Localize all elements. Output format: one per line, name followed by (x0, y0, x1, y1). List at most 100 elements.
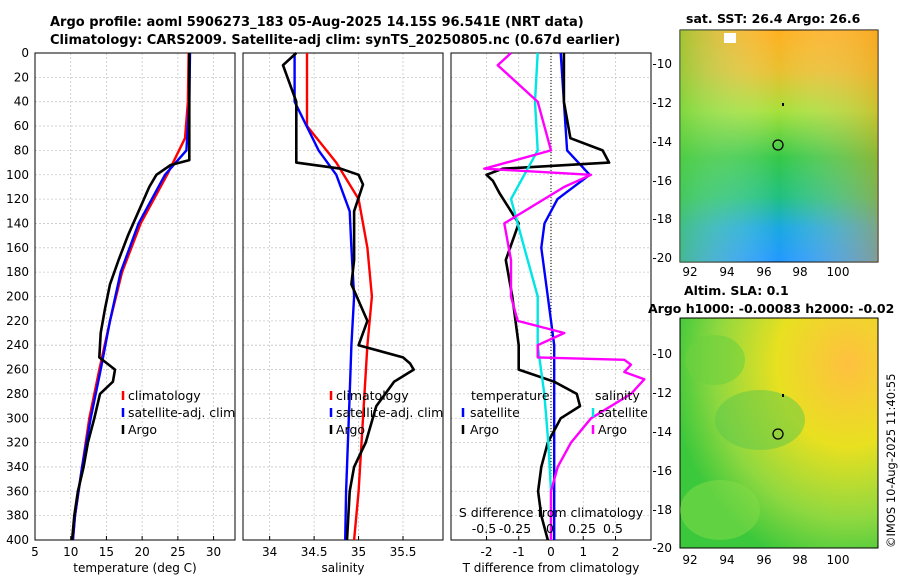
sst-argo-location-marker (772, 139, 784, 151)
y-tick-label: 240 (6, 338, 29, 352)
sst-lon-tick-label: 96 (756, 265, 771, 279)
x2-tick-label: 0.5 (603, 521, 623, 536)
y-tick-label: 140 (6, 216, 29, 230)
x2-axis-label: S difference from climatology (459, 505, 644, 520)
series-line-argo (70, 53, 191, 541)
sla-map (679, 317, 879, 549)
x-tick-label: 34.5 (301, 545, 328, 559)
sla-lon-tick-label: 96 (756, 553, 771, 567)
sst-lat-tick-label: -16 (652, 174, 672, 188)
sst-lat-tick-label: -14 (652, 135, 672, 149)
legend-label: Argo (598, 422, 627, 437)
sla-low-eddy (685, 335, 745, 385)
y-tick-label: 200 (6, 290, 29, 304)
y-tick-label: 80 (14, 143, 29, 157)
axes-frame (34, 52, 236, 541)
sst-map-cloud-gap (724, 33, 736, 43)
x2-tick-label: -0.5 (472, 521, 496, 536)
y-tick-label: 0 (21, 46, 29, 60)
y-tick-label: 20 (14, 70, 29, 84)
x-axis-label: salinity (321, 561, 364, 575)
legend-label: satellite (470, 405, 520, 420)
sst-lat-tick-label: -12 (652, 96, 672, 110)
y-tick-label: 60 (14, 119, 29, 133)
sla-low-eddy-3 (680, 480, 760, 540)
sla-lon-tick-label: 92 (682, 553, 697, 567)
x-tick-label: 35 (351, 545, 366, 559)
y-tick-label: 400 (6, 533, 29, 547)
sst-lat-tick-label: -10 (652, 57, 672, 71)
legend-label: satellite-adj. clim (336, 405, 443, 420)
sla-map-title: Altim. SLA: 0.1 (684, 283, 789, 298)
y-tick-label: 120 (6, 192, 29, 206)
axes-frame (242, 52, 444, 541)
x2-tick-label: 0.25 (568, 521, 596, 536)
series-line-t-argo (485, 53, 611, 541)
profile-panel-1: 5 10 15 20 25 3002040608010012014016018020022… (6, 46, 236, 575)
sst-lat-tick-label: -18 (652, 212, 672, 226)
y-tick-label: 160 (6, 241, 29, 255)
sla-argo-location-marker (772, 428, 784, 440)
x-tick-label: -2 (480, 545, 492, 559)
legend-label: climatology (128, 388, 201, 403)
legend-label: satellite-adj. clim (128, 405, 235, 420)
y-tick-label: 100 (6, 168, 29, 182)
x-tick-label: 30 (206, 545, 221, 559)
x-tick-label: 20 (135, 545, 150, 559)
sla-lon-tick-label: 94 (719, 553, 734, 567)
sst-lat-tick-label: -20 (652, 251, 672, 265)
y-tick-label: 380 (6, 509, 29, 523)
legend-label: Argo (336, 422, 365, 437)
legend-label: Argo (470, 422, 499, 437)
legend-label: temperature (471, 388, 550, 403)
x-tick-label: 25 (170, 545, 185, 559)
y-tick-label: 280 (6, 387, 29, 401)
x-tick-label: 34 (262, 545, 277, 559)
x-tick-label: 15 (99, 545, 114, 559)
series-line-t-satellite (540, 52, 591, 540)
sla-low-eddy-2 (715, 390, 805, 450)
y-tick-label: 220 (6, 314, 29, 328)
y-tick-label: 340 (6, 460, 29, 474)
legend-label: climatology (336, 388, 409, 403)
sla-lat-tick-label: -20 (652, 541, 672, 555)
sla-lon-tick-label: 100 (827, 553, 850, 567)
y-tick-label: 300 (6, 411, 29, 425)
x-tick-label: 2 (612, 545, 620, 559)
sla-lat-tick-label: -18 (652, 503, 672, 517)
sla-argo-heights: Argo h1000: -0.00083 h2000: -0.02 (648, 301, 895, 316)
sst-float-track (782, 103, 784, 106)
x-tick-label: 0 (547, 545, 555, 559)
x2-tick-label: -0.25 (499, 521, 531, 536)
sst-map-title: sat. SST: 26.4 Argo: 26.6 (686, 11, 861, 26)
sla-float-track (782, 394, 784, 397)
y-tick-label: 360 (6, 484, 29, 498)
legend-label: Argo (128, 422, 157, 437)
legend-label: satellite (598, 405, 648, 420)
y-tick-label: 260 (6, 363, 29, 377)
y-tick-label: 180 (6, 265, 29, 279)
profile-panel-3: -2 -1 0 1 2 T difference from climatology temp… (450, 52, 652, 575)
series-line-s-argo (483, 52, 646, 540)
y-tick-label: 320 (6, 436, 29, 450)
x-tick-label: 10 (63, 545, 78, 559)
figure-title-line2: Climatology: CARS2009. Satellite-adj cli… (50, 33, 621, 48)
sla-lat-tick-label: -12 (652, 386, 672, 400)
x-tick-label: 5 (31, 545, 39, 559)
y-tick-label: 40 (14, 95, 29, 109)
sla-lat-tick-label: -10 (652, 347, 672, 361)
sst-lon-tick-label: 98 (792, 265, 807, 279)
sla-lon-tick-label: 98 (792, 553, 807, 567)
figure-title-line1: Argo profile: aoml 5906273_183 05-Aug-20… (50, 15, 584, 30)
x2-tick-label: 0 (546, 521, 554, 536)
sla-lat-tick-label: -14 (652, 425, 672, 439)
sst-lon-tick-label: 94 (719, 265, 734, 279)
series-line-s-satellite (509, 52, 553, 540)
x-tick-label: -1 (513, 545, 525, 559)
x-tick-label: 1 (579, 545, 587, 559)
legend-label: salinity (595, 388, 640, 403)
x-axis-label: temperature (deg C) (73, 561, 196, 575)
series-line-argo (281, 52, 416, 541)
x-axis-label: T difference from climatology (462, 561, 640, 575)
